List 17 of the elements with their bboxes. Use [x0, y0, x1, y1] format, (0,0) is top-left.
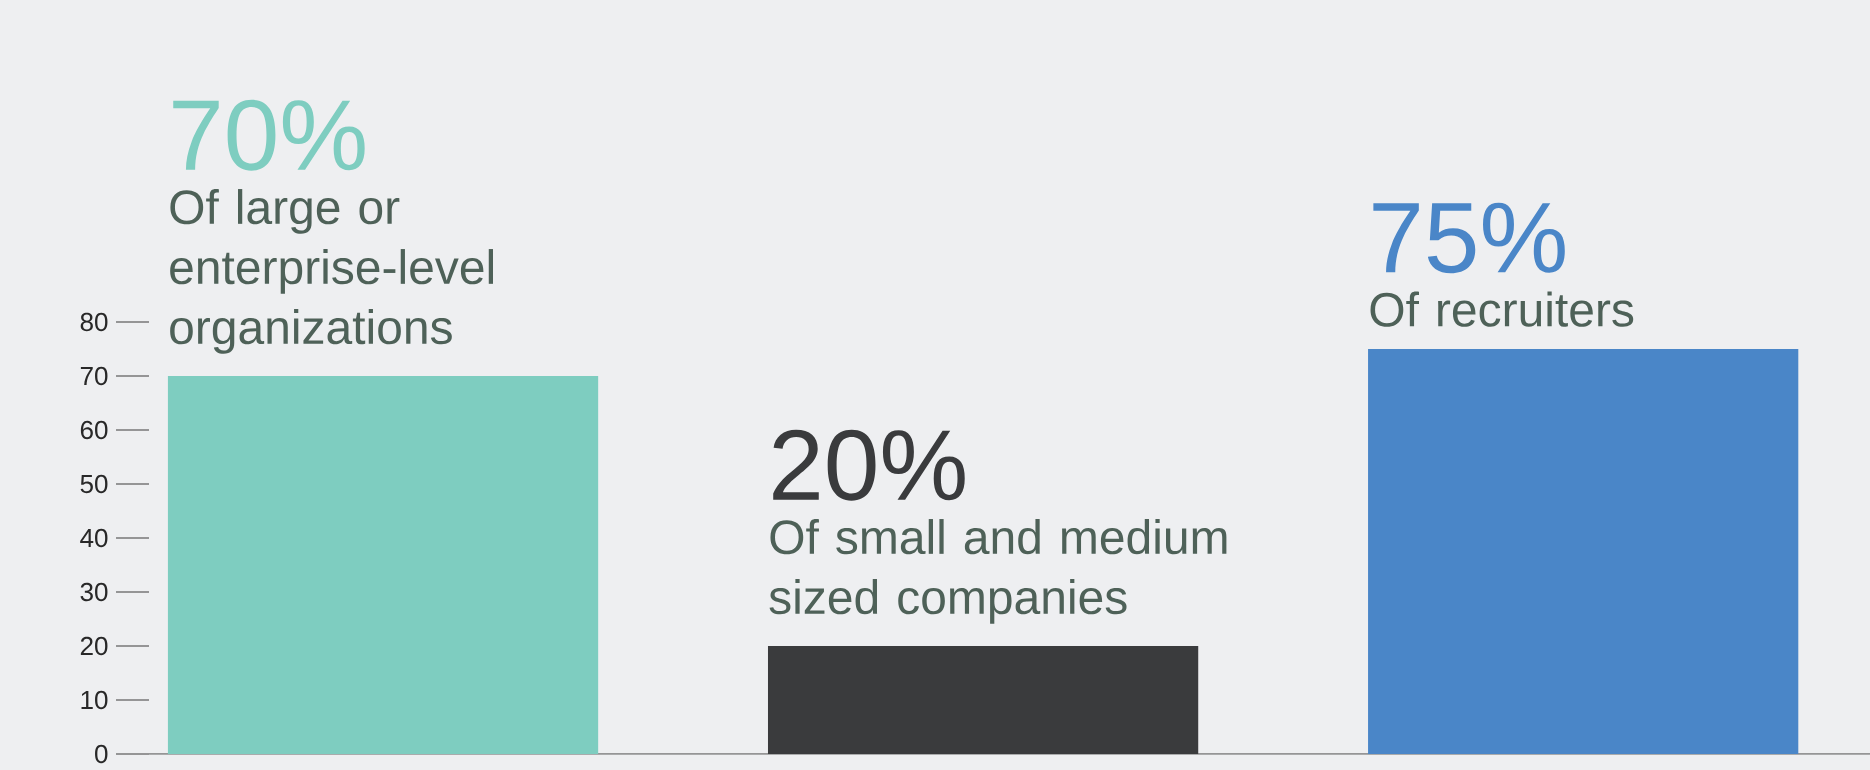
x-tick-label: Of recruiters: [1370, 291, 1634, 327]
y-tick-label: 30: [80, 582, 108, 602]
data-label: 70%: [173, 99, 365, 171]
y-tick-label: 0: [95, 744, 108, 764]
x-tick-label: Of large or enterprise-level organizations: [170, 189, 493, 354]
y-tick-label: 70: [80, 366, 108, 386]
bar: [1368, 348, 1799, 754]
y-tick-label: 20: [80, 636, 108, 656]
bar: [167, 375, 599, 754]
y-tick-label: 10: [81, 690, 108, 710]
x-tick-label: Of small and medium sized companies: [769, 519, 1227, 624]
y-tick-label: 40: [80, 528, 108, 548]
y-tick-label: 50: [80, 474, 108, 494]
data-label: 75%: [1373, 202, 1565, 274]
data-label: 20%: [773, 429, 965, 501]
y-tick-label: 60: [80, 420, 108, 440]
y-tick-label: 80: [80, 312, 108, 332]
